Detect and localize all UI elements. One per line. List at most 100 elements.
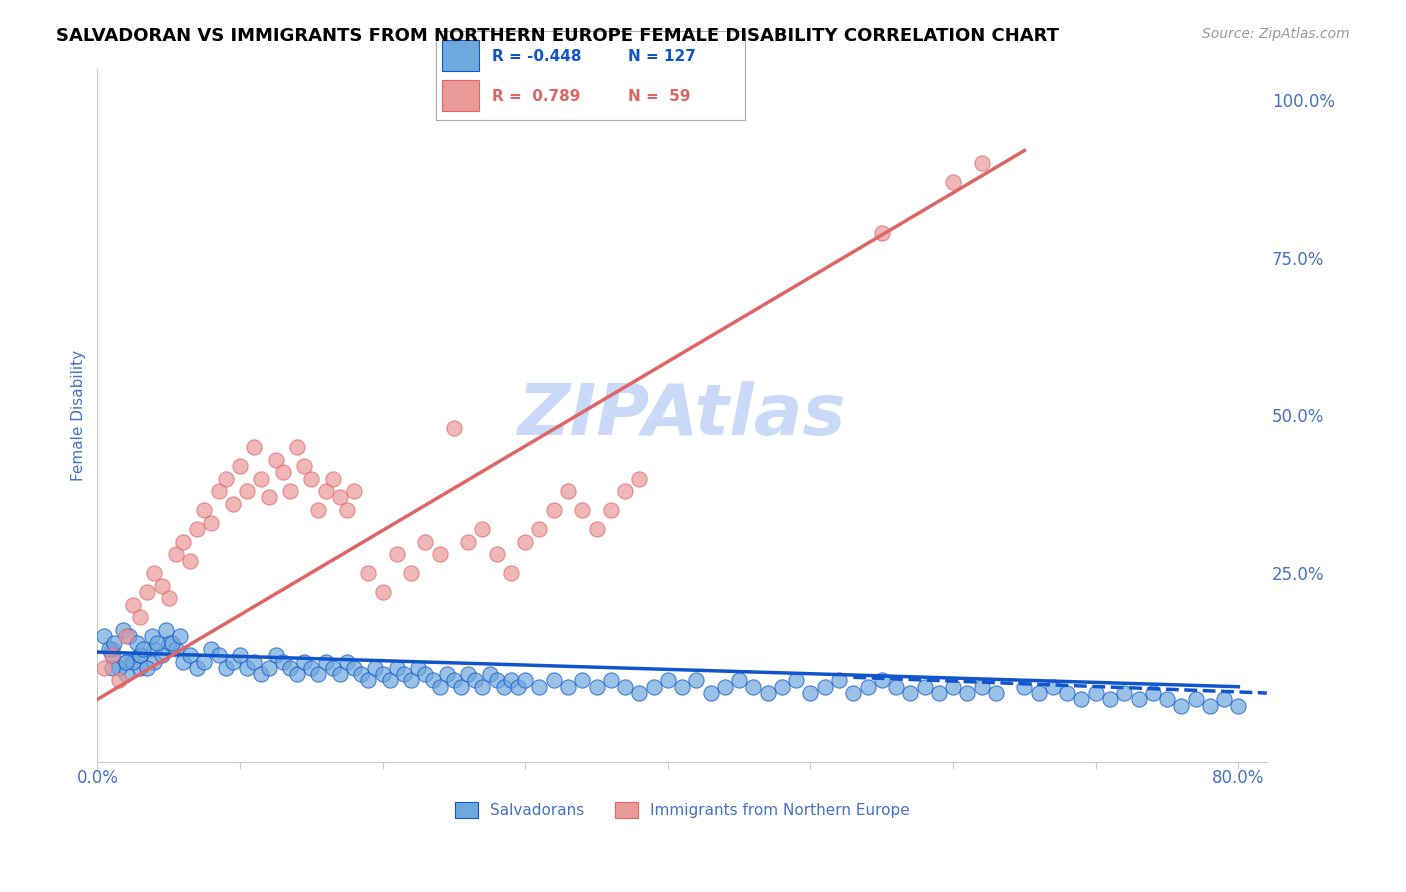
Point bbox=[842, 686, 865, 700]
Point bbox=[770, 680, 793, 694]
Point bbox=[543, 503, 565, 517]
Point bbox=[229, 648, 252, 663]
Point bbox=[756, 686, 779, 700]
Point bbox=[155, 623, 177, 637]
Point bbox=[371, 585, 394, 599]
Point bbox=[132, 641, 155, 656]
Point bbox=[100, 648, 122, 663]
Point bbox=[315, 655, 337, 669]
Point bbox=[169, 629, 191, 643]
Point bbox=[585, 522, 607, 536]
Point bbox=[1227, 698, 1250, 713]
Point bbox=[728, 673, 751, 688]
Point bbox=[115, 655, 138, 669]
Point bbox=[406, 661, 429, 675]
Point bbox=[970, 680, 993, 694]
Point bbox=[357, 566, 380, 581]
Point bbox=[143, 655, 166, 669]
Point bbox=[785, 673, 807, 688]
Point bbox=[129, 648, 152, 663]
Point bbox=[165, 641, 187, 656]
Point bbox=[956, 686, 979, 700]
Point bbox=[186, 661, 208, 675]
Point bbox=[236, 661, 259, 675]
Point bbox=[278, 484, 301, 499]
Point bbox=[222, 497, 245, 511]
Text: R =  0.789: R = 0.789 bbox=[492, 89, 579, 103]
Point bbox=[271, 465, 294, 479]
Point bbox=[506, 680, 529, 694]
Point bbox=[557, 484, 579, 499]
Point bbox=[571, 503, 593, 517]
Point bbox=[429, 547, 451, 561]
Point bbox=[285, 667, 308, 681]
Point bbox=[193, 655, 215, 669]
Point bbox=[165, 547, 187, 561]
Point bbox=[103, 635, 125, 649]
Point bbox=[742, 680, 765, 694]
Point bbox=[614, 680, 637, 694]
Point bbox=[122, 598, 145, 612]
Point bbox=[884, 680, 907, 694]
Point bbox=[436, 667, 458, 681]
Point bbox=[122, 655, 145, 669]
Point bbox=[179, 648, 201, 663]
Point bbox=[207, 484, 229, 499]
Text: R = -0.448: R = -0.448 bbox=[492, 49, 581, 63]
Point bbox=[415, 534, 437, 549]
Point bbox=[614, 484, 637, 499]
Point bbox=[150, 579, 173, 593]
Point bbox=[146, 635, 169, 649]
Point bbox=[814, 680, 837, 694]
Point bbox=[143, 641, 166, 656]
Point bbox=[264, 452, 287, 467]
Point bbox=[371, 667, 394, 681]
Point bbox=[870, 226, 893, 240]
Point bbox=[141, 629, 163, 643]
Point bbox=[186, 522, 208, 536]
Point bbox=[222, 655, 245, 669]
Point bbox=[529, 522, 551, 536]
FancyBboxPatch shape bbox=[441, 80, 479, 112]
Point bbox=[243, 655, 266, 669]
Point bbox=[942, 175, 965, 189]
Point bbox=[571, 673, 593, 688]
Point bbox=[1170, 698, 1192, 713]
Point bbox=[464, 673, 486, 688]
Point bbox=[229, 458, 252, 473]
Point bbox=[478, 667, 501, 681]
Point bbox=[1156, 692, 1178, 706]
Point bbox=[329, 667, 352, 681]
Point bbox=[856, 680, 879, 694]
Point bbox=[93, 661, 115, 675]
Point bbox=[392, 667, 415, 681]
Point bbox=[350, 667, 373, 681]
Point bbox=[215, 661, 238, 675]
Point bbox=[450, 680, 472, 694]
Point bbox=[315, 484, 337, 499]
Y-axis label: Female Disability: Female Disability bbox=[72, 350, 86, 481]
Point bbox=[485, 547, 508, 561]
Point bbox=[671, 680, 693, 694]
Point bbox=[364, 661, 387, 675]
Point bbox=[1028, 686, 1050, 700]
Point bbox=[714, 680, 737, 694]
Text: SALVADORAN VS IMMIGRANTS FROM NORTHERN EUROPE FEMALE DISABILITY CORRELATION CHAR: SALVADORAN VS IMMIGRANTS FROM NORTHERN E… bbox=[56, 27, 1059, 45]
Point bbox=[215, 472, 238, 486]
Text: N =  59: N = 59 bbox=[627, 89, 690, 103]
Point bbox=[322, 472, 344, 486]
Point bbox=[292, 655, 315, 669]
Point bbox=[100, 648, 122, 663]
Point bbox=[299, 472, 322, 486]
Point bbox=[336, 655, 359, 669]
Point bbox=[157, 635, 180, 649]
Point bbox=[870, 673, 893, 688]
Legend: Salvadorans, Immigrants from Northern Europe: Salvadorans, Immigrants from Northern Eu… bbox=[449, 796, 915, 824]
Point bbox=[118, 629, 141, 643]
Point bbox=[984, 686, 1007, 700]
Point bbox=[250, 667, 273, 681]
Point bbox=[485, 673, 508, 688]
Point bbox=[285, 440, 308, 454]
Point bbox=[200, 641, 222, 656]
Point bbox=[471, 680, 494, 694]
